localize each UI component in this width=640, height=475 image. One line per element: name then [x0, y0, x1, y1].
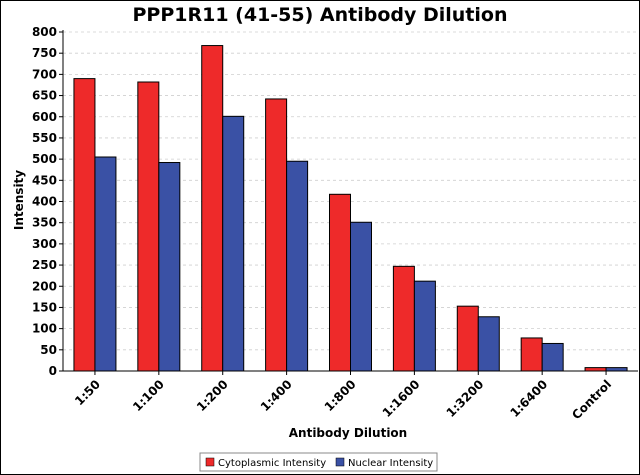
y-axis-label: Intensity: [12, 170, 26, 230]
x-tick-label: 1:100: [130, 377, 167, 414]
bar-nuclear: [413, 280, 436, 372]
x-tick-label: 1:200: [194, 377, 231, 414]
bar-nuclear: [477, 316, 500, 372]
chart-title: PPP1R11 (41-55) Antibody Dilution: [132, 4, 507, 26]
x-tick-label: 1:6400: [507, 377, 550, 420]
y-tick-label: 0: [49, 364, 57, 378]
y-tick-label: 400: [32, 195, 57, 209]
bar-nuclear: [541, 342, 564, 372]
bar-nuclear: [286, 160, 309, 372]
x-tick-label: 1:3200: [444, 377, 487, 420]
y-tick-label: 600: [32, 110, 57, 124]
legend-label-nuclear: Nuclear Intensity: [348, 458, 433, 469]
bar-cytoplasmic: [584, 367, 607, 372]
bar-cytoplasmic: [392, 265, 415, 372]
y-tick-label: 550: [32, 131, 57, 145]
x-tick-labels: 1:50 1:100 1:200 1:400 1:800 1:1600 1:3200 1:64…: [72, 371, 614, 422]
legend-swatch-nuclear: [335, 457, 345, 467]
bar-cytoplasmic: [201, 45, 224, 372]
y-tick-label: 300: [32, 237, 57, 251]
y-tick-label: 150: [32, 300, 57, 314]
bar-cytoplasmic: [265, 98, 288, 372]
y-tick-labels: 0 50 100 150 200 250 300 350 400 450 500 550 600 650 7…: [32, 25, 63, 378]
bars: [73, 45, 628, 372]
y-tick-label: 650: [32, 89, 57, 103]
y-tick-label: 250: [32, 258, 57, 272]
y-tick-label: 450: [32, 173, 57, 187]
bar-nuclear: [94, 156, 117, 372]
bar-cytoplasmic: [456, 305, 479, 372]
legend-box: [199, 452, 438, 472]
bar-cytoplasmic: [73, 78, 96, 372]
y-tick-label: 50: [40, 343, 57, 357]
bar-nuclear: [605, 367, 628, 372]
x-tick-label: 1:1600: [380, 377, 423, 420]
x-tick-label: 1:800: [322, 377, 359, 414]
legend-swatch-cytoplasmic: [205, 457, 215, 467]
x-tick-label: Control: [569, 377, 614, 422]
legend-label-cytoplasmic: Cytoplasmic Intensity: [218, 458, 326, 469]
bar-cytoplasmic: [137, 81, 160, 372]
bar-cytoplasmic: [520, 337, 543, 372]
y-tick-label: 100: [32, 322, 57, 336]
x-axis-label: Antibody Dilution: [289, 426, 407, 440]
y-tick-label: 800: [32, 25, 57, 39]
y-tick-label: 500: [32, 152, 57, 166]
y-tick-label: 350: [32, 216, 57, 230]
x-tick-label: 1:400: [258, 377, 295, 414]
y-tick-label: 200: [32, 279, 57, 293]
bar-nuclear: [158, 162, 181, 372]
bar-nuclear: [222, 115, 245, 372]
legend: Cytoplasmic Intensity Nuclear Intensity: [199, 452, 438, 472]
x-tick-label: 1:50: [72, 377, 103, 408]
y-tick-label: 750: [32, 46, 57, 60]
y-tick-label: 700: [32, 67, 57, 81]
bar-nuclear: [350, 221, 372, 372]
bar-cytoplasmic: [329, 193, 351, 372]
